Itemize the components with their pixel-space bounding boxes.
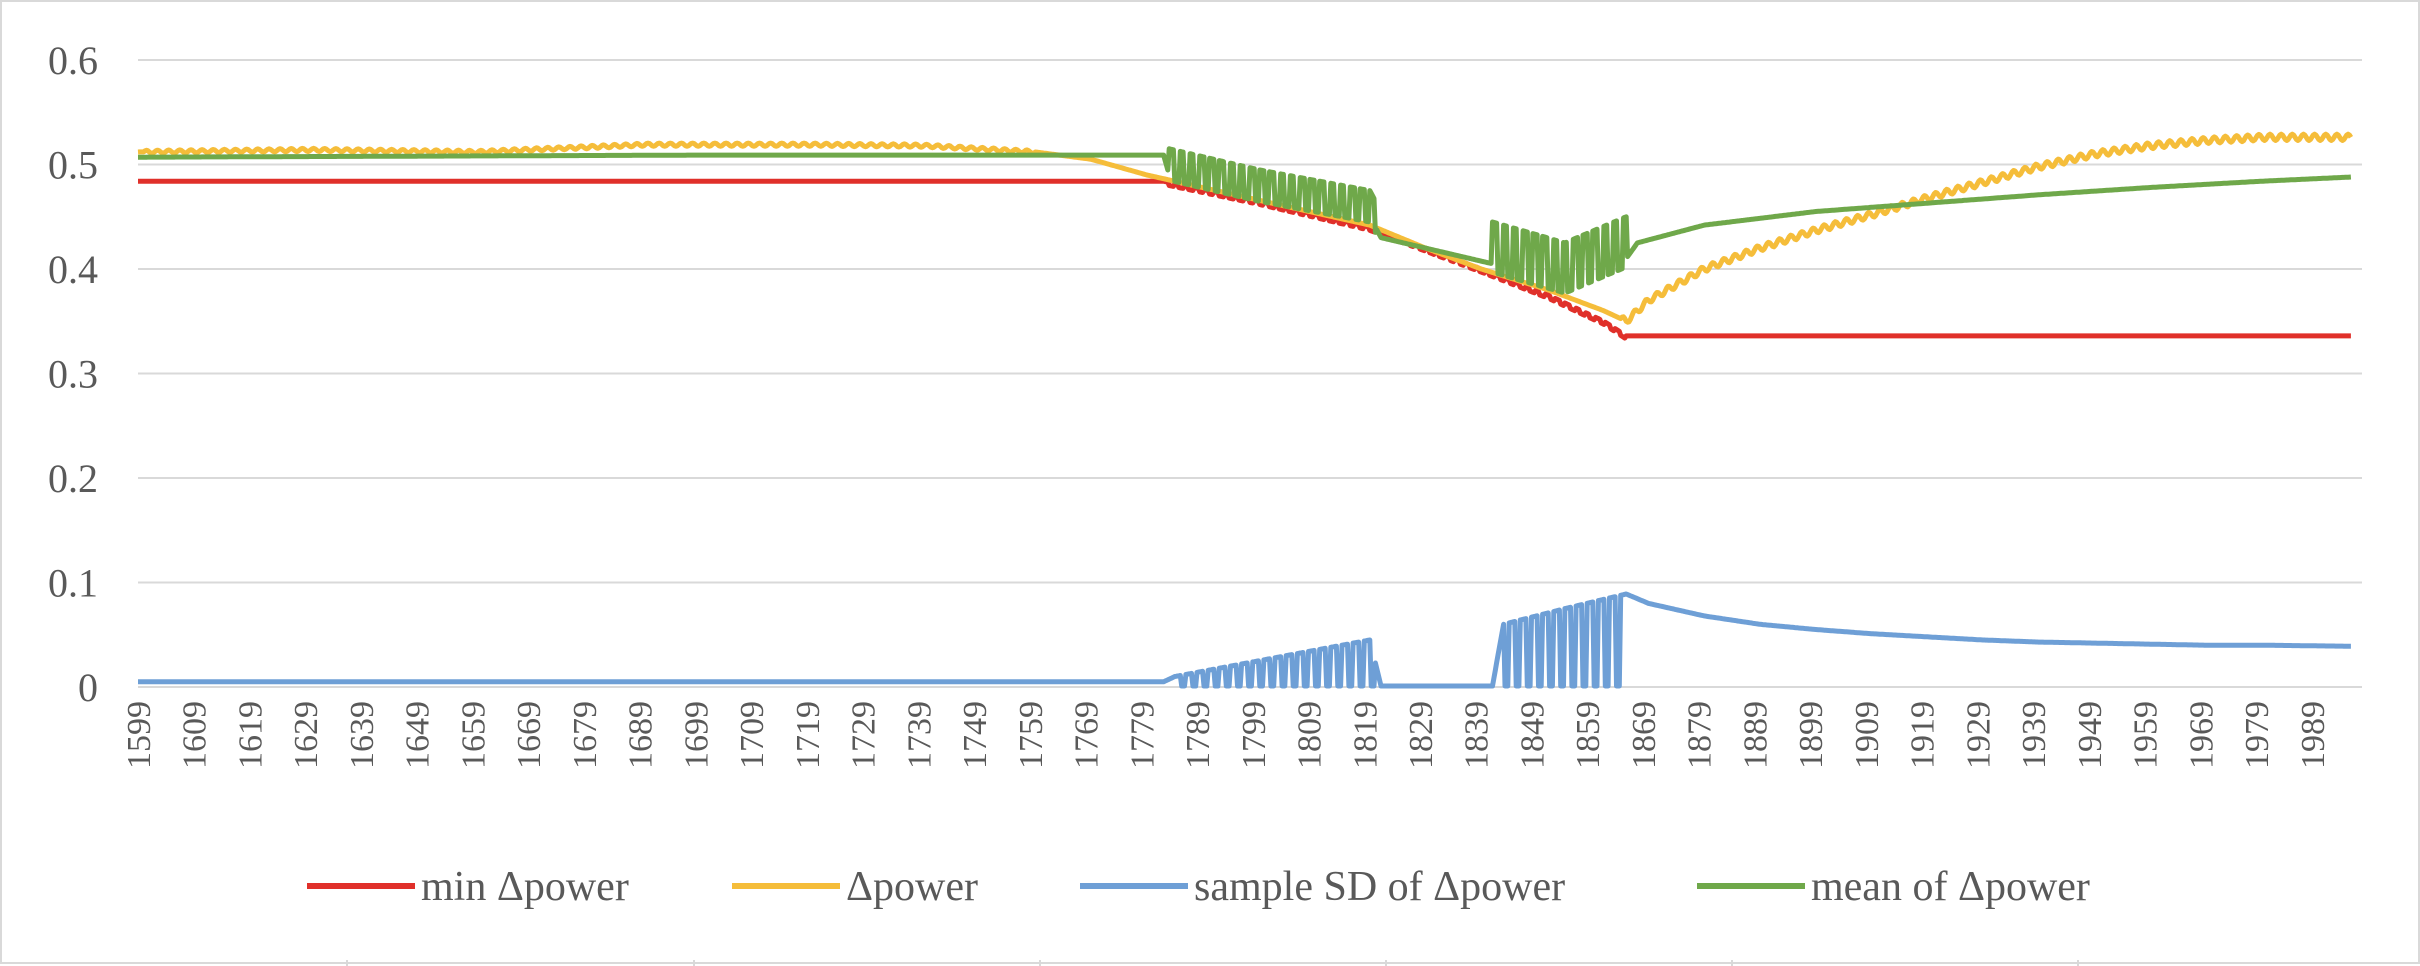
x-tick-label: 1659 xyxy=(455,701,492,769)
x-tick-label: 1769 xyxy=(1069,701,1106,769)
y-tick-label: 0.5 xyxy=(48,143,98,188)
x-tick-label: 1839 xyxy=(1459,701,1496,769)
x-tick-label: 1619 xyxy=(232,701,269,769)
x-tick-label: 1989 xyxy=(2295,701,2332,769)
x-tick-label: 1949 xyxy=(2072,701,2109,769)
x-tick-label: 1809 xyxy=(1292,701,1329,769)
x-axis-ticks: 1599 1609 1619 1629 1639 1649 1659 1669 1679 1689… xyxy=(121,701,2332,769)
x-tick-label: 1819 xyxy=(1347,701,1384,769)
y-tick-label: 0.4 xyxy=(48,247,98,292)
series-line-min-dpower xyxy=(136,178,2352,341)
y-tick-label: 0.3 xyxy=(48,352,98,397)
y-tick-label: 0.6 xyxy=(48,38,98,83)
legend: min Δpower Δpower sample SD of Δpower mean … xyxy=(307,864,2090,910)
x-tick-label: 1859 xyxy=(1570,701,1607,769)
x-tick-label: 1749 xyxy=(957,701,994,769)
x-tick-label: 1739 xyxy=(901,701,938,769)
x-tick-label: 1719 xyxy=(790,701,827,769)
x-tick-label: 1629 xyxy=(288,701,325,769)
x-tick-label: 1849 xyxy=(1514,701,1551,769)
y-tick-label: 0.2 xyxy=(48,456,98,501)
legend-label: sample SD of Δpower xyxy=(1194,864,1565,910)
series-line-mean-dpower xyxy=(136,146,2352,295)
x-tick-label: 1879 xyxy=(1682,701,1719,769)
x-tick-label: 1919 xyxy=(1905,701,1942,769)
x-tick-label: 1699 xyxy=(678,701,715,769)
x-tick-label: 1779 xyxy=(1124,701,1161,769)
x-tick-label: 1869 xyxy=(1626,701,1663,769)
x-tick-label: 1789 xyxy=(1180,701,1217,769)
x-tick-label: 1969 xyxy=(2183,701,2220,769)
x-tick-label: 1929 xyxy=(1960,701,1997,769)
x-tick-label: 1609 xyxy=(177,701,214,769)
x-tick-label: 1649 xyxy=(400,701,437,769)
legend-label: mean of Δpower xyxy=(1811,864,2090,910)
legend-label: Δpower xyxy=(846,864,978,910)
x-tick-label: 1889 xyxy=(1737,701,1774,769)
legend-label: min Δpower xyxy=(421,864,629,910)
gridlines xyxy=(138,59,2362,688)
y-tick-label: 0.1 xyxy=(48,561,98,606)
x-tick-label: 1959 xyxy=(2128,701,2165,769)
x-tick-label: 1909 xyxy=(1849,701,1886,769)
x-tick-label: 1709 xyxy=(734,701,771,769)
series-line-dpower xyxy=(136,131,2354,325)
x-tick-label: 1799 xyxy=(1236,701,1273,769)
x-tick-label: 1829 xyxy=(1403,701,1440,769)
x-tick-label: 1669 xyxy=(511,701,548,769)
footer-marks xyxy=(346,960,2079,966)
x-tick-label: 1759 xyxy=(1013,701,1050,769)
x-tick-label: 1639 xyxy=(344,701,381,769)
x-tick-label: 1899 xyxy=(1793,701,1830,769)
x-tick-label: 1729 xyxy=(846,701,883,769)
series-line-sample-sd-dpower xyxy=(136,591,2352,689)
x-tick-label: 1599 xyxy=(121,701,158,769)
x-tick-label: 1679 xyxy=(567,701,604,769)
x-tick-label: 1689 xyxy=(623,701,660,769)
series-lines xyxy=(136,131,2354,689)
y-axis-ticks: 0 0.1 0.2 0.3 0.4 0.5 0.6 xyxy=(48,38,98,710)
y-tick-label: 0 xyxy=(78,665,98,710)
x-tick-label: 1979 xyxy=(2239,701,2276,769)
x-tick-label: 1939 xyxy=(2016,701,2053,769)
